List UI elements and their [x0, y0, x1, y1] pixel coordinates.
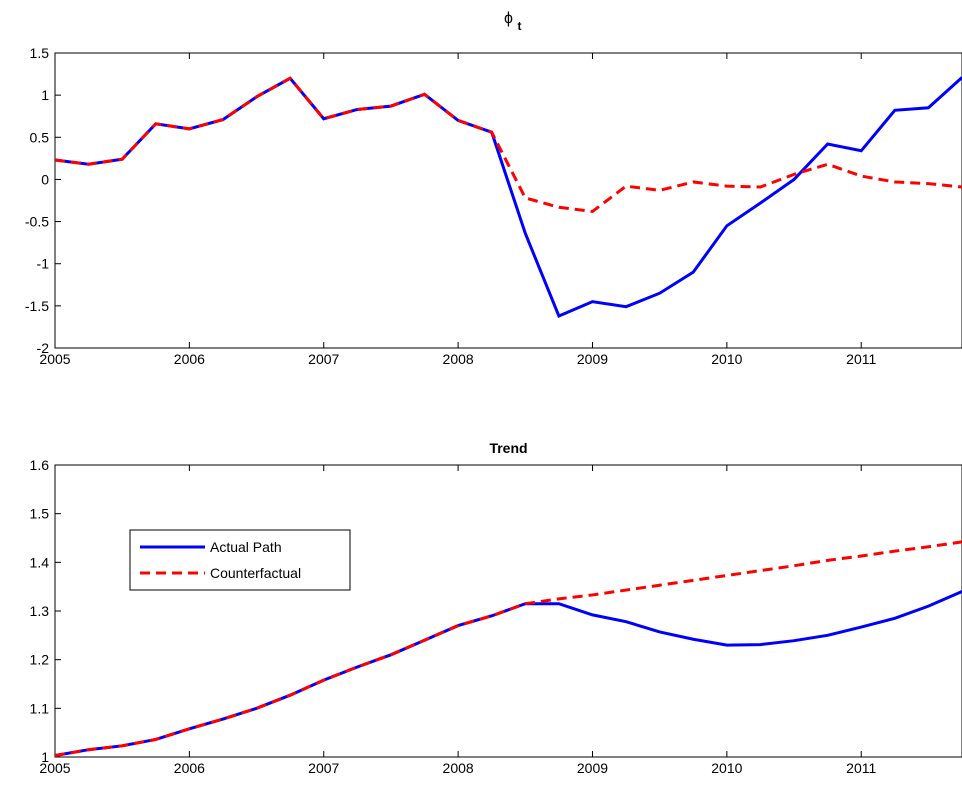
x-tick-label: 2011	[846, 351, 876, 367]
line-series	[55, 590, 962, 757]
y-tick-label: 1.3	[30, 603, 50, 619]
axes-box	[54, 52, 962, 349]
y-tick-label: 1.5	[30, 506, 50, 522]
chart-title: Trend	[489, 440, 527, 456]
chart-title-subscript: t	[518, 19, 522, 33]
y-tick-label: 0	[41, 171, 49, 187]
legend-label: Actual Path	[210, 539, 282, 555]
x-tick-label: 2011	[846, 760, 876, 776]
y-tick-label: 1	[41, 749, 49, 765]
y-tick-label: -0.5	[25, 214, 49, 230]
y-tick-label: 1.5	[30, 45, 50, 61]
legend-label: Counterfactual	[210, 565, 301, 581]
x-tick-label: 2006	[174, 351, 205, 367]
y-tick-label: -1.5	[25, 298, 49, 314]
x-tick-label: 2008	[443, 760, 474, 776]
y-tick-label: -2	[37, 340, 50, 356]
x-tick-label: 2005	[39, 760, 70, 776]
line-series	[55, 76, 962, 318]
x-tick-label: 2010	[711, 351, 742, 367]
x-tick-label: 2009	[577, 760, 608, 776]
y-tick-label: 0.5	[30, 129, 50, 145]
x-tick-label: 2005	[39, 351, 70, 367]
y-tick-label: 1.1	[30, 700, 50, 716]
line-series	[55, 540, 962, 757]
x-tick-label: 2010	[711, 760, 742, 776]
chart-title: ϕ	[504, 10, 513, 27]
line-series	[55, 76, 962, 214]
x-tick-label: 2008	[443, 351, 474, 367]
x-tick-label: 2007	[308, 351, 339, 367]
x-tick-label: 2009	[577, 351, 608, 367]
y-tick-label: 1.2	[30, 652, 50, 668]
y-tick-label: -1	[37, 256, 50, 272]
y-tick-label: 1	[41, 87, 49, 103]
y-tick-label: 1.4	[30, 554, 50, 570]
x-tick-label: 2006	[174, 760, 205, 776]
y-tick-label: 1.6	[30, 457, 50, 473]
legend-box	[129, 529, 351, 591]
x-tick-label: 2007	[308, 760, 339, 776]
